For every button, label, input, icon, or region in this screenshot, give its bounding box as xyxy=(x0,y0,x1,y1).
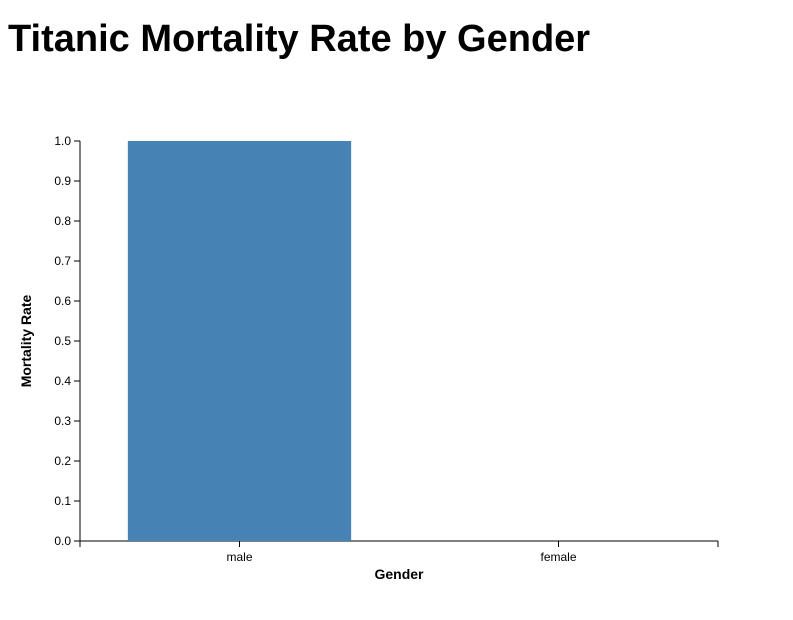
x-tick-label: female xyxy=(540,550,576,564)
page-title: Titanic Mortality Rate by Gender xyxy=(8,18,591,60)
y-axis-title: Mortality Rate xyxy=(18,295,34,388)
x-axis: male female xyxy=(79,540,719,564)
x-axis-title: Gender xyxy=(374,566,424,582)
y-tick-label: 0.5 xyxy=(54,334,71,348)
y-tick-label: 0.9 xyxy=(54,174,71,188)
x-tick-label: male xyxy=(226,550,252,564)
y-tick-label: 0.1 xyxy=(54,494,71,508)
y-tick-label: 0.2 xyxy=(54,454,71,468)
y-tick-label: 0.6 xyxy=(54,294,71,308)
y-tick-label: 1.0 xyxy=(54,134,71,148)
y-tick-label: 0.7 xyxy=(54,254,71,268)
y-tick-label: 0.3 xyxy=(54,414,71,428)
y-tick-label: 0.8 xyxy=(54,214,71,228)
y-tick-label: 0.4 xyxy=(54,374,71,388)
bar-male xyxy=(127,141,352,541)
bars xyxy=(127,141,352,541)
y-axis: 0.0 0.1 0.2 0.3 0.4 0.5 0.6 0.7 0.8 0.9 1.0 xyxy=(54,134,81,548)
y-tick-label: 0.0 xyxy=(54,534,71,548)
